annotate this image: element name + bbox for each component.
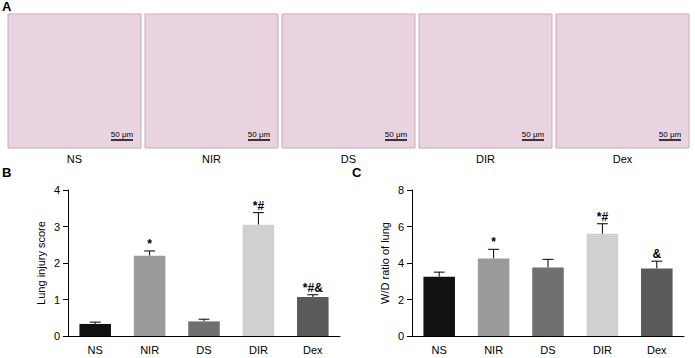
svg-text:4: 4 <box>398 257 404 269</box>
svg-text:NS: NS <box>88 344 103 356</box>
svg-text:DS: DS <box>341 153 356 165</box>
svg-text:B: B <box>2 165 11 180</box>
svg-text:NIR: NIR <box>202 153 221 165</box>
svg-text:*: * <box>147 237 152 251</box>
svg-text:DS: DS <box>196 344 211 356</box>
svg-text:0: 0 <box>54 330 60 342</box>
svg-text:50 μm: 50 μm <box>522 130 545 139</box>
svg-text:&: & <box>652 247 661 261</box>
svg-text:DIR: DIR <box>249 344 268 356</box>
svg-text:A: A <box>2 0 12 14</box>
svg-text:6: 6 <box>398 221 404 233</box>
svg-text:4: 4 <box>54 184 60 196</box>
svg-text:0: 0 <box>398 330 404 342</box>
svg-text:3: 3 <box>54 221 60 233</box>
svg-text:50 μm: 50 μm <box>659 130 682 139</box>
svg-text:1: 1 <box>54 294 60 306</box>
svg-text:2: 2 <box>398 294 404 306</box>
svg-text:8: 8 <box>398 184 404 196</box>
svg-text:DIR: DIR <box>593 344 612 356</box>
svg-text:*#&: *#& <box>303 281 323 295</box>
svg-text:NIR: NIR <box>140 344 159 356</box>
svg-text:*#: *# <box>597 210 609 224</box>
svg-text:Lung injury score: Lung injury score <box>35 221 47 305</box>
svg-text:*#: *# <box>253 199 265 213</box>
svg-text:2: 2 <box>54 257 60 269</box>
svg-text:NS: NS <box>67 153 82 165</box>
svg-text:Dex: Dex <box>303 344 323 356</box>
svg-text:50 μm: 50 μm <box>385 130 408 139</box>
svg-text:50 μm: 50 μm <box>111 130 134 139</box>
svg-text:DIR: DIR <box>476 153 495 165</box>
svg-text:*: * <box>491 235 496 249</box>
svg-text:NIR: NIR <box>484 344 503 356</box>
svg-text:C: C <box>352 165 362 180</box>
svg-text:W/D ratio of lung: W/D ratio of lung <box>379 222 391 304</box>
svg-text:DS: DS <box>540 344 555 356</box>
svg-text:50 μm: 50 μm <box>248 130 271 139</box>
svg-text:NS: NS <box>432 344 447 356</box>
svg-text:Dex: Dex <box>613 153 633 165</box>
svg-text:Dex: Dex <box>647 344 667 356</box>
